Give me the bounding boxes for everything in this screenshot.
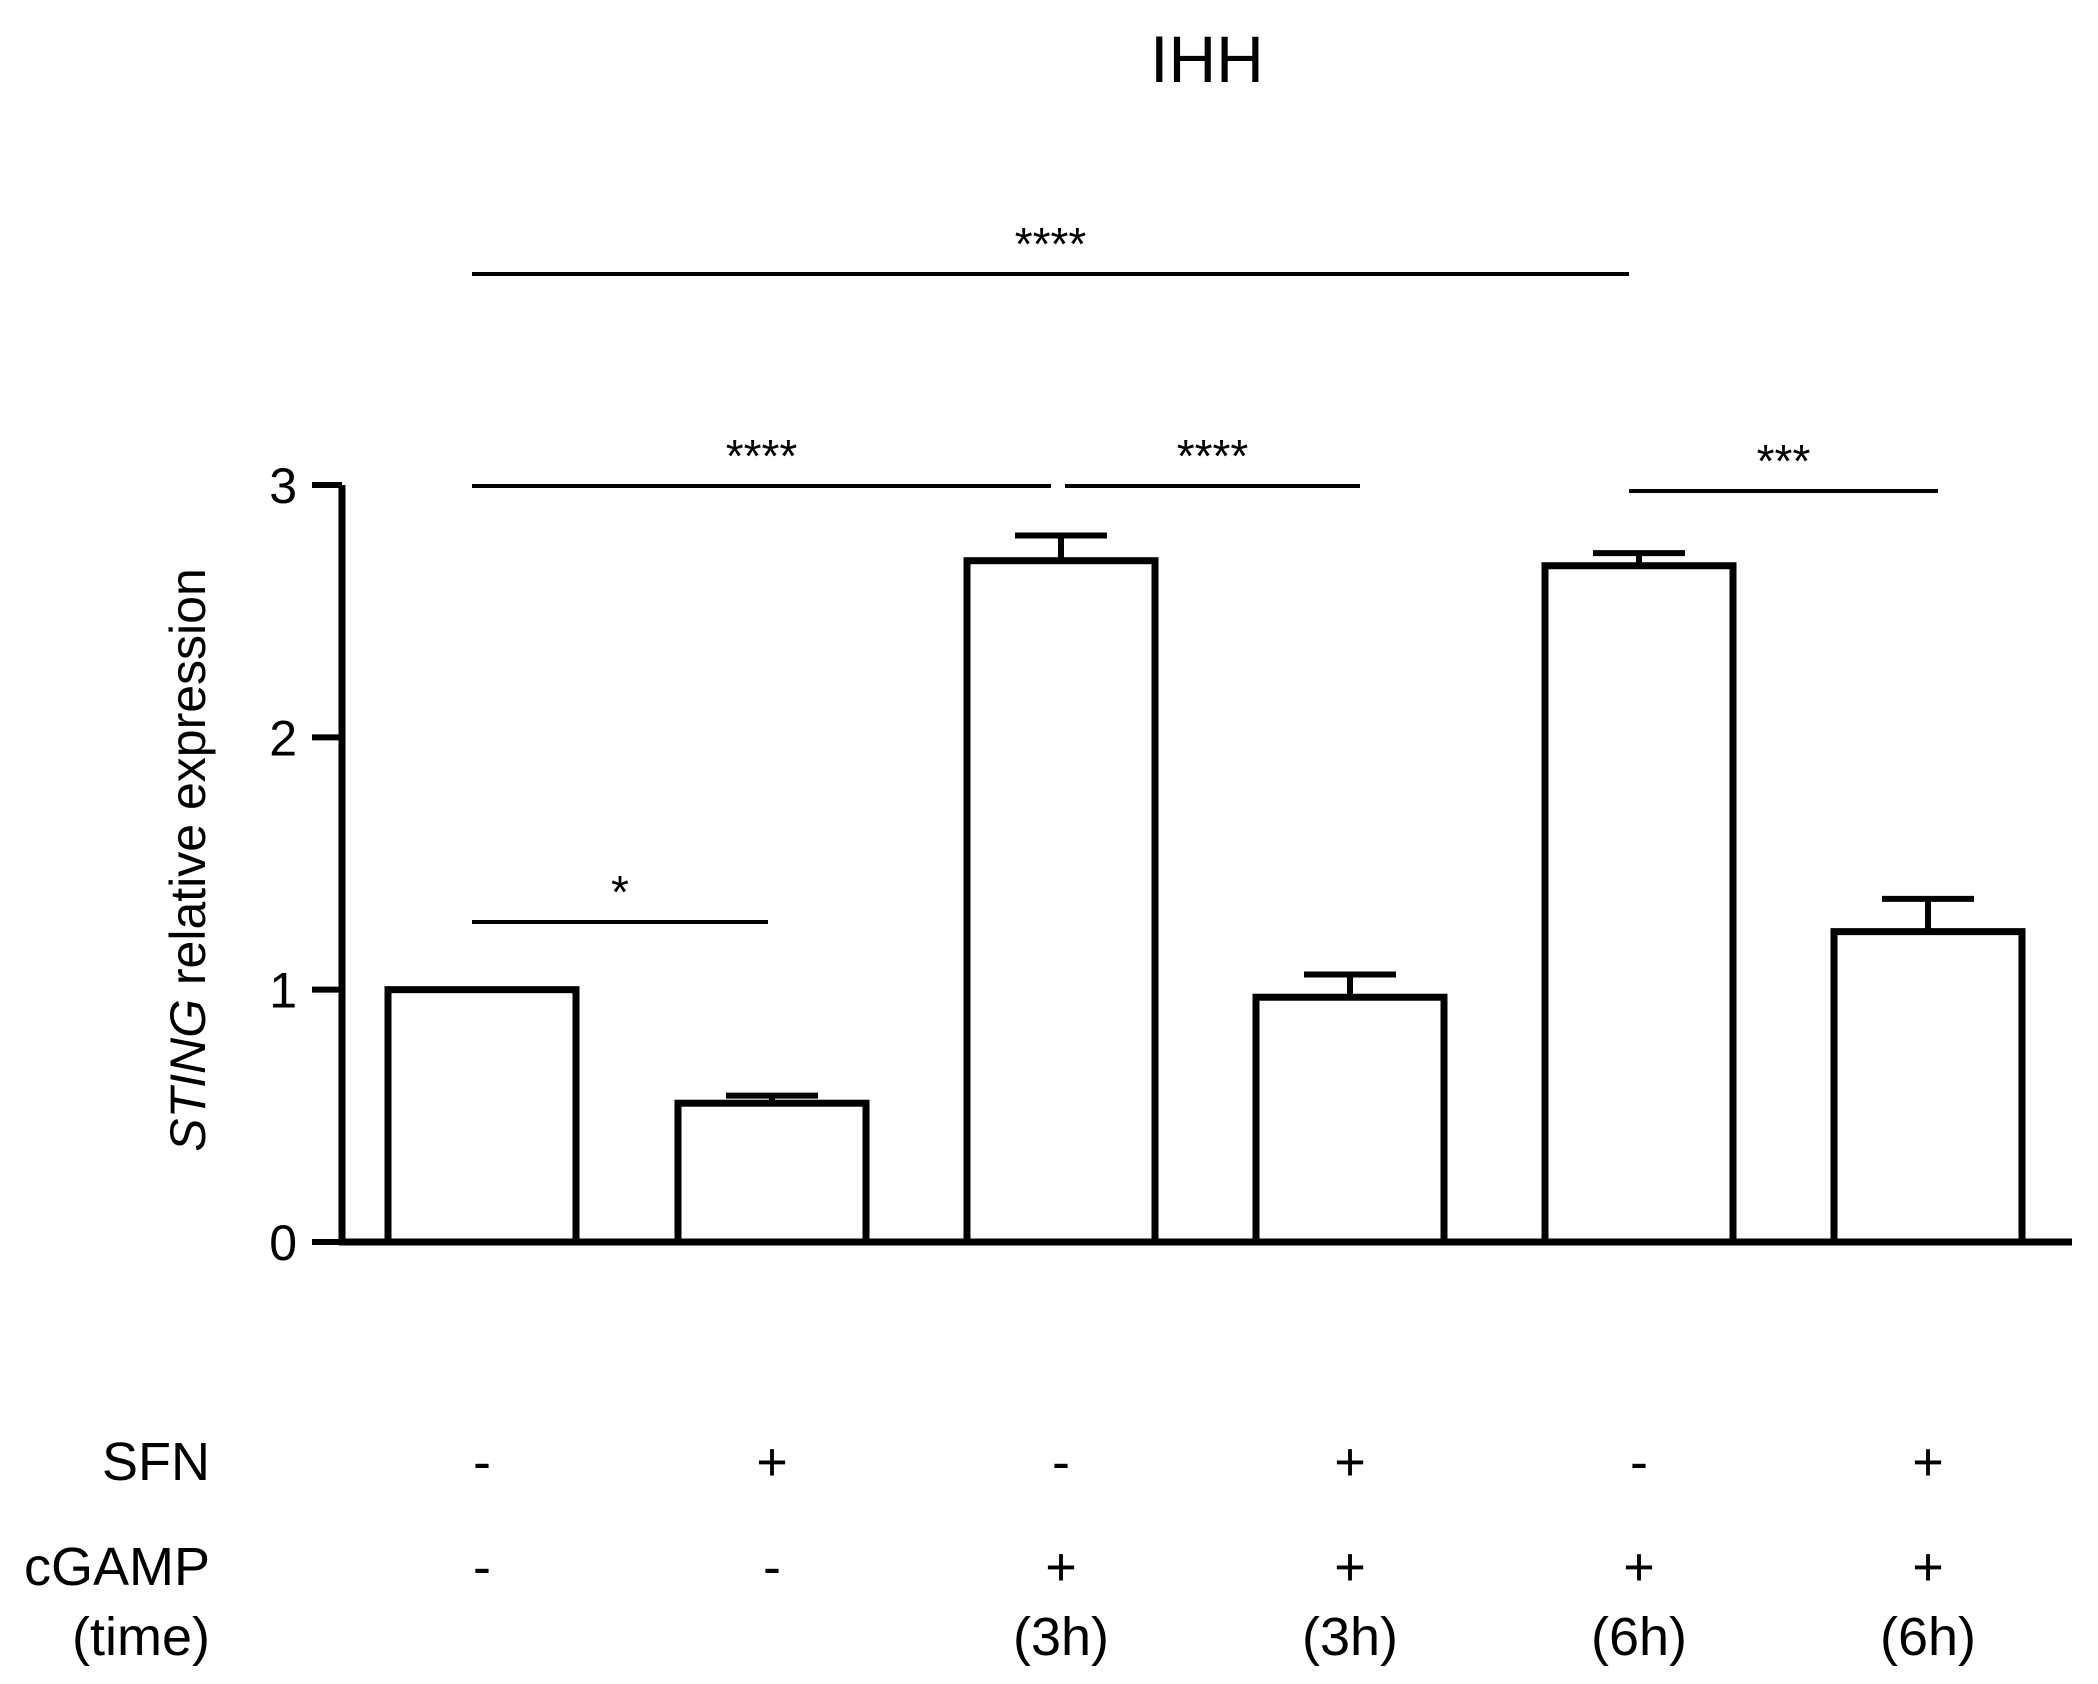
condition-cell: + <box>1912 1537 1944 1597</box>
bar <box>963 557 1159 1246</box>
significance-label: *** <box>1757 435 1811 487</box>
condition-cell: - <box>1052 1432 1070 1492</box>
condition-cell: + <box>756 1432 788 1492</box>
condition-cell: (3h) <box>1302 1607 1398 1667</box>
condition-row-label: cGAMP <box>24 1537 210 1597</box>
y-tick-label: 1 <box>269 963 297 1019</box>
significance-label: * <box>611 866 629 918</box>
y-tick-label: 3 <box>269 458 297 514</box>
condition-cell: + <box>1623 1537 1655 1597</box>
axes-layer: 0 1 2 3 <box>269 458 2072 1271</box>
condition-cell: (6h) <box>1880 1607 1976 1667</box>
significance-layer: ***** **** ******* <box>472 218 1938 924</box>
chart-title: IHH <box>1150 22 1264 96</box>
condition-cell: + <box>1334 1537 1366 1597</box>
condition-table: SFN - + - + - + cGAMP - - + + + + (time) (3h) (3h) (6h) (6… <box>24 1432 1976 1667</box>
condition-row-label: SFN <box>102 1432 210 1492</box>
bars-layer <box>384 532 2026 1246</box>
condition-cell: - <box>763 1537 781 1597</box>
bar <box>674 1099 870 1246</box>
condition-cell: (3h) <box>1013 1607 1109 1667</box>
y-axis-label-italic: STING <box>160 999 216 1152</box>
significance-label: **** <box>1015 218 1087 270</box>
bar <box>1541 562 1737 1246</box>
y-tick-label: 0 <box>269 1215 297 1271</box>
condition-cell: + <box>1912 1432 1944 1492</box>
y-axis-label: STING relative expression <box>160 568 216 1152</box>
condition-cell: (6h) <box>1591 1607 1687 1667</box>
condition-cell: + <box>1334 1432 1366 1492</box>
y-tick-label: 2 <box>269 710 297 766</box>
significance-label: **** <box>1177 430 1249 482</box>
bar <box>1252 993 1448 1246</box>
condition-cell: - <box>473 1432 491 1492</box>
bar <box>1830 928 2026 1246</box>
condition-cell: + <box>1045 1537 1077 1597</box>
y-axis-label-rest: relative expression <box>160 568 216 999</box>
condition-row-label: (time) <box>72 1607 210 1667</box>
significance-label: **** <box>726 430 798 482</box>
bar <box>384 986 580 1246</box>
condition-cell: - <box>1630 1432 1648 1492</box>
condition-cell: - <box>473 1537 491 1597</box>
